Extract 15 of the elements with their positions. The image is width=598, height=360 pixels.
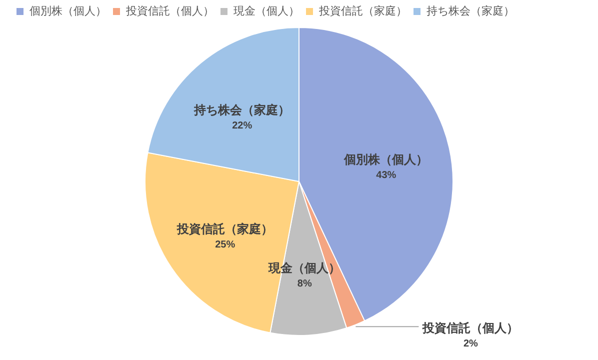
data-label: 43% (376, 170, 396, 181)
legend-label: 投資信託（個人） (125, 4, 214, 18)
slice-label: 投資信託（個人） (422, 321, 519, 335)
legend-label: 持ち株会（家庭） (426, 4, 514, 18)
slice-label: 持ち株会（家庭） (193, 102, 290, 117)
data-label: 8% (297, 278, 312, 290)
data-label: 25% (215, 239, 236, 250)
legend-label: 現金（個人） (234, 6, 300, 18)
legend-label: 個別株（個人） (30, 4, 106, 18)
data-label: 22% (232, 120, 252, 132)
legend-label: 投資信託（家庭） (318, 4, 407, 18)
data-label: 2% (463, 338, 478, 350)
slice-label: 個別株（個人） (343, 152, 428, 166)
slice-label: 現金（個人） (268, 260, 341, 275)
slice-label: 投資信託（家庭） (176, 222, 274, 236)
